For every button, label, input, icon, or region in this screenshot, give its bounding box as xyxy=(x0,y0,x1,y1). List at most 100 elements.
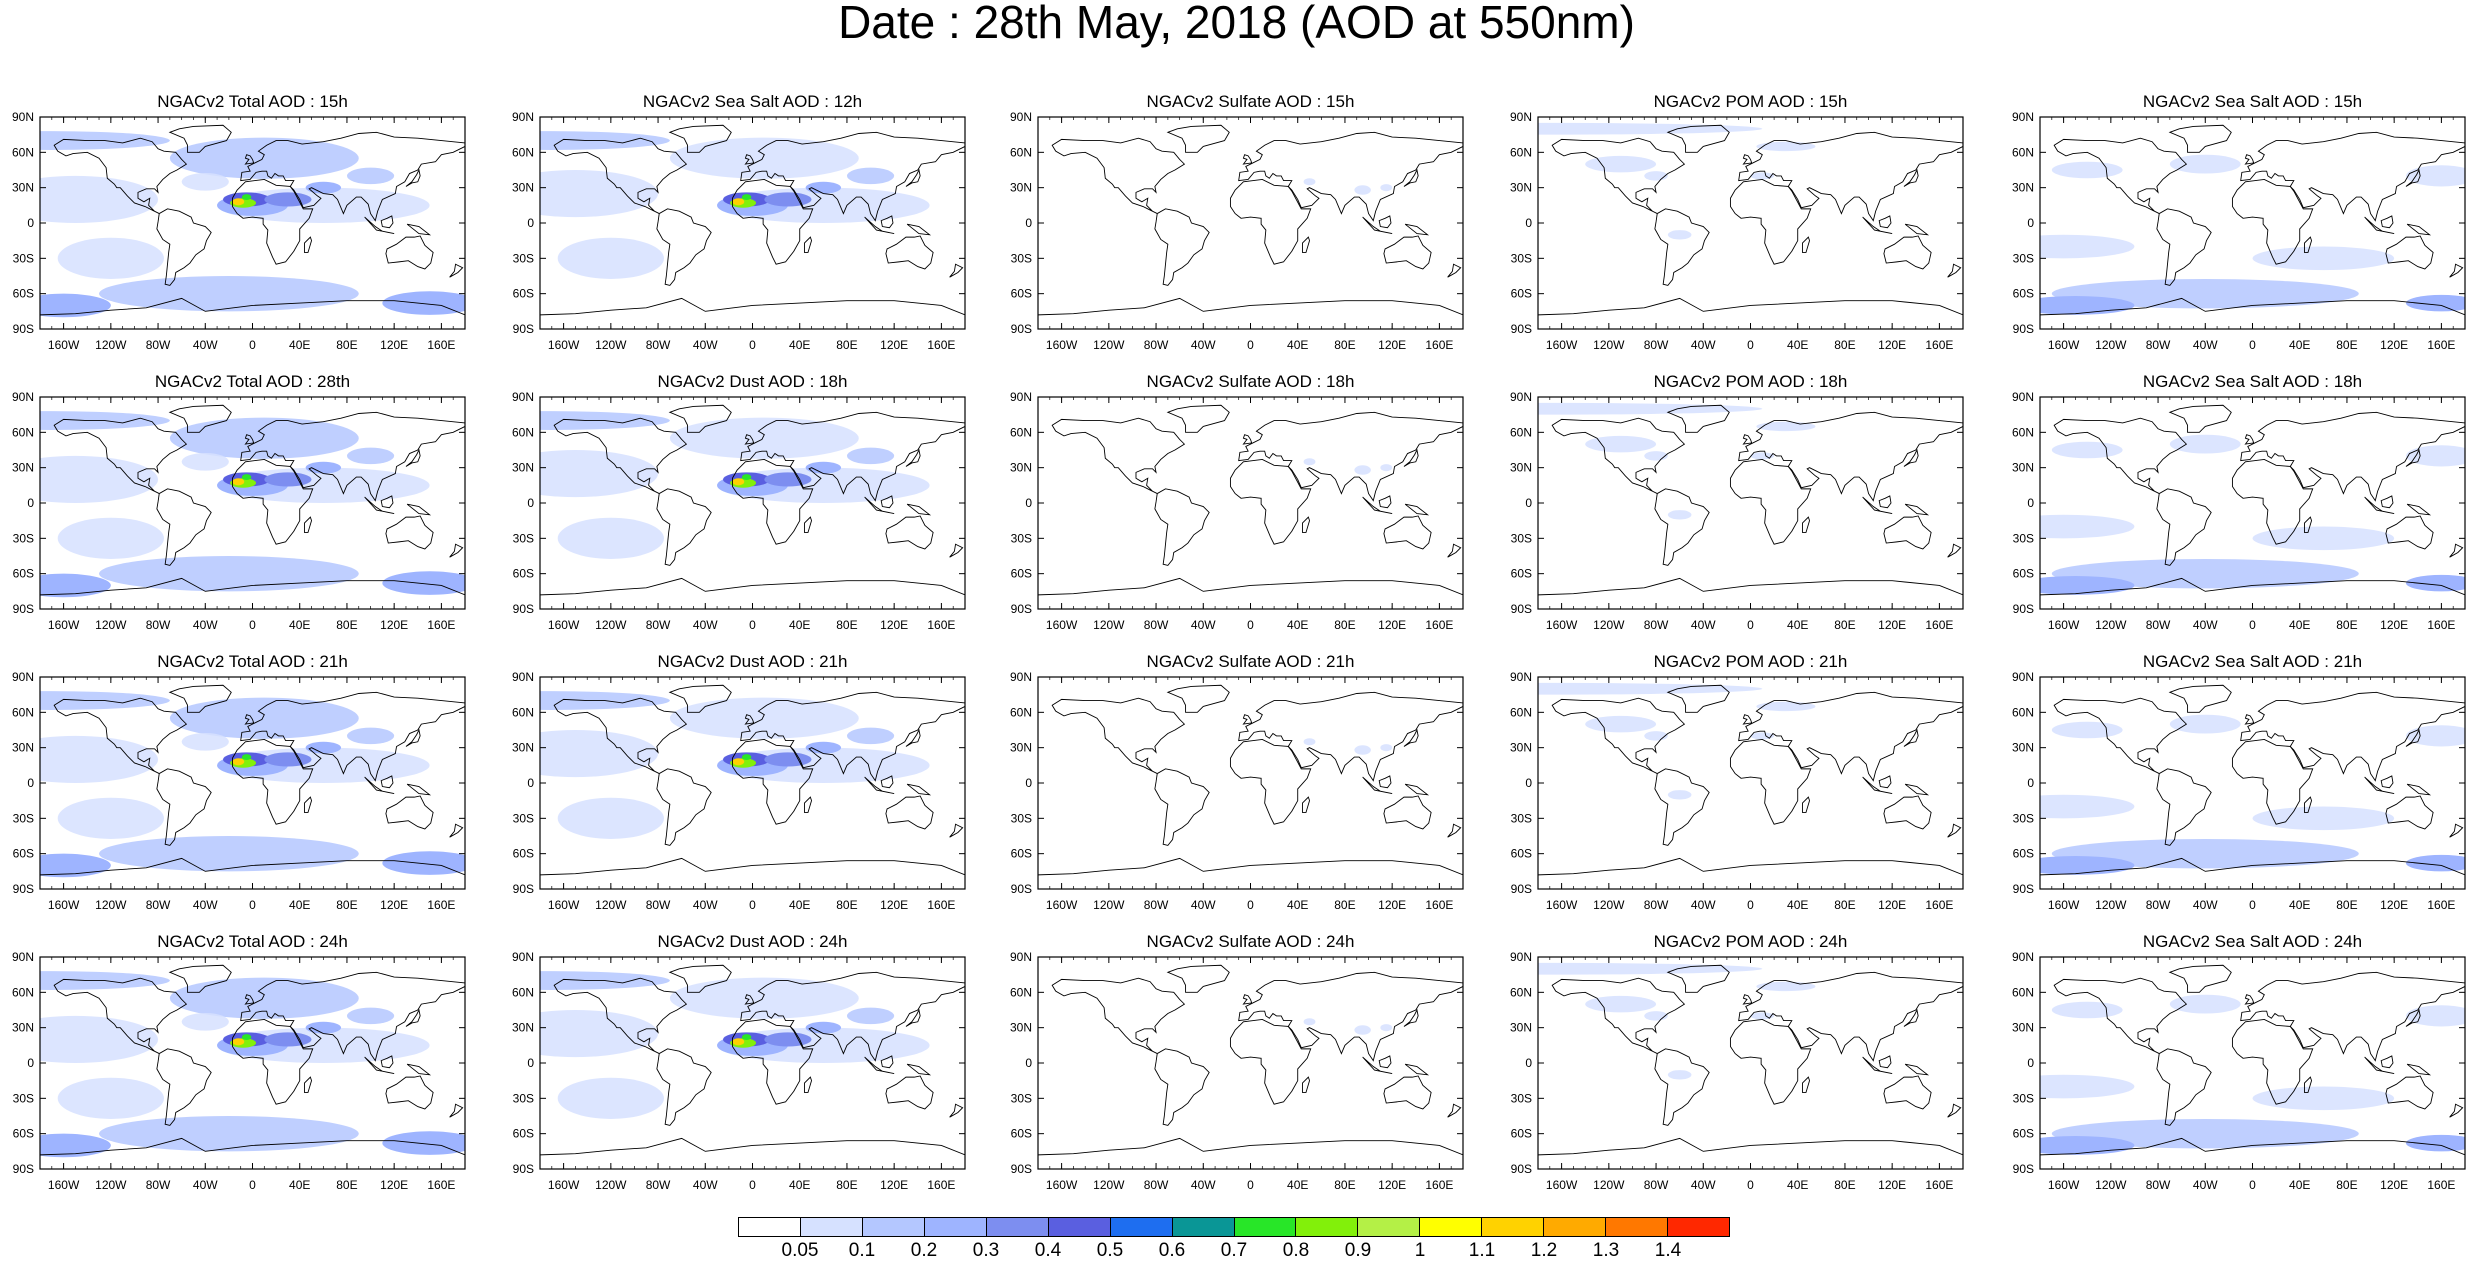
coastline-africa xyxy=(731,458,814,545)
lon-tick-label: 0 xyxy=(1747,618,1754,632)
lon-tick-label: 80W xyxy=(2146,898,2171,912)
aod-contour xyxy=(232,478,245,486)
lon-tick-label: 40E xyxy=(789,338,810,352)
colorbar-label: 0.4 xyxy=(1034,1240,1062,1261)
lat-tick-label: 0 xyxy=(2027,1056,2034,1070)
colorbar-swatch xyxy=(986,1218,1049,1236)
colorbar-label: 0.1 xyxy=(848,1240,876,1261)
lon-tick-label: 120E xyxy=(380,618,408,632)
coastline-japan xyxy=(1903,168,1919,187)
lat-tick-label: 90N xyxy=(12,110,34,124)
aod-contour xyxy=(1667,790,1692,800)
lat-tick-label: 30N xyxy=(1510,741,1532,755)
lat-tick-label: 60S xyxy=(513,1127,534,1141)
map-plot: 90N 60N 30N 0 30S 60S 90S 160W 120W 80W 40W 0 40E 80E… xyxy=(2012,670,2466,912)
lat-tick-label: 30S xyxy=(513,1091,534,1105)
lat-tick-label: 90S xyxy=(1011,322,1032,336)
lon-tick-label: 80E xyxy=(2336,898,2357,912)
coastline-indonesia xyxy=(864,1056,895,1075)
aod-contour xyxy=(241,474,252,481)
coastline-namerica xyxy=(1051,137,1186,214)
aod-contour xyxy=(40,735,159,783)
aod-contour xyxy=(805,461,842,474)
coastline-uk xyxy=(744,154,755,165)
coastline-namerica xyxy=(53,977,188,1054)
map-panel: NGACv2 Total AOD : 28th 90N 60N 30N 0 30S 60S 9… xyxy=(0,372,470,652)
lon-tick-label: 120W xyxy=(1093,618,1125,632)
coastlines xyxy=(2040,684,2465,876)
coastline-africa xyxy=(231,178,314,265)
colorbar-label: 0.8 xyxy=(1282,1240,1310,1261)
lon-tick-label: 0 xyxy=(1247,898,1254,912)
lat-tick-label: 90S xyxy=(513,1162,534,1176)
aod-contour xyxy=(181,452,229,471)
coastline-greenland xyxy=(2168,124,2232,153)
lon-tick-label: 160W xyxy=(2048,1178,2080,1192)
lon-tick-label: 40W xyxy=(1191,618,1216,632)
map-panel: NGACv2 Total AOD : 15h 90N 60N 30N 0 30S 60S 90… xyxy=(0,92,470,372)
colorbar-swatch xyxy=(1172,1218,1235,1236)
aod-contour xyxy=(741,194,752,201)
lon-tick-label: 120E xyxy=(1378,1178,1406,1192)
coastline-antarctica xyxy=(1038,577,1463,596)
coastline-australia xyxy=(385,515,434,550)
lat-tick-label: 90N xyxy=(2012,670,2034,684)
coastline-uk xyxy=(2244,434,2255,445)
coastline-africa xyxy=(731,178,814,265)
map-panel: NGACv2 Sulfate AOD : 15h 90N 60N 30N 0 30S 60S… xyxy=(998,92,1468,372)
aod-contour xyxy=(2040,856,2135,875)
aod-contour xyxy=(382,1131,465,1155)
aod-contour xyxy=(241,194,252,201)
lat-tick-label: 60N xyxy=(12,705,34,719)
aod-contour xyxy=(2405,574,2465,592)
lon-tick-label: 80E xyxy=(836,618,857,632)
map-plot: 90N 60N 30N 0 30S 60S 90S 160W 120W 80W 40W 0 40E 80E… xyxy=(1010,950,1464,1192)
lat-tick-label: 30N xyxy=(12,181,34,195)
colorbar-swatch xyxy=(862,1218,925,1236)
lat-tick-label: 90N xyxy=(1010,110,1032,124)
aod-contour xyxy=(2405,854,2465,872)
aod-contour xyxy=(1667,230,1692,240)
colorbar-swatch xyxy=(1110,1218,1173,1236)
coastline-madagascar xyxy=(1801,516,1810,533)
lon-tick-label: 80E xyxy=(1834,898,1855,912)
lat-tick-label: 30N xyxy=(1010,1021,1032,1035)
panel-title: NGACv2 Total AOD : 21h xyxy=(157,652,348,671)
lat-tick-label: 90N xyxy=(1510,950,1532,964)
aod-contour xyxy=(669,137,859,179)
coastline-namerica xyxy=(1051,977,1186,1054)
lon-tick-label: 80W xyxy=(1144,898,1169,912)
lat-tick-label: 90N xyxy=(1510,110,1532,124)
aod-contour xyxy=(540,1010,659,1058)
lon-tick-label: 160E xyxy=(1925,1178,1953,1192)
map-frame xyxy=(1537,956,1964,1170)
coastlines xyxy=(1538,964,1963,1156)
lon-tick-label: 80W xyxy=(146,1178,171,1192)
aod-contour xyxy=(264,752,312,767)
coastline-antarctica xyxy=(40,1137,465,1156)
lon-tick-label: 80W xyxy=(146,338,171,352)
coastline-japan xyxy=(405,448,421,467)
coastline-antarctica xyxy=(540,297,965,316)
coastline-uk xyxy=(1242,714,1253,725)
aod-contour xyxy=(382,571,465,595)
lat-tick-label: 30N xyxy=(12,461,34,475)
coastline-australia xyxy=(885,515,934,550)
lat-tick-label: 90S xyxy=(1011,602,1032,616)
map-plot: 90N 60N 30N 0 30S 60S 90S 160W 120W 80W 40W 0 40E 80E… xyxy=(1510,950,1964,1192)
lat-tick-label: 90S xyxy=(2013,1162,2034,1176)
lon-tick-label: 40E xyxy=(1787,1178,1808,1192)
coastline-namerica xyxy=(553,977,688,1054)
aod-contour xyxy=(346,727,395,745)
lat-tick-label: 30S xyxy=(13,811,34,825)
aod-field xyxy=(1538,962,1816,1080)
aod-contour xyxy=(732,478,745,486)
lat-tick-label: 30N xyxy=(2012,1021,2034,1035)
coastline-borneo xyxy=(880,1055,894,1069)
aod-contour xyxy=(2405,445,2465,467)
lat-tick-label: 90S xyxy=(2013,322,2034,336)
lat-tick-label: 0 xyxy=(527,496,534,510)
lon-tick-label: 40W xyxy=(1691,618,1716,632)
coastline-japan xyxy=(1403,728,1419,747)
lat-tick-label: 30S xyxy=(2013,1091,2034,1105)
